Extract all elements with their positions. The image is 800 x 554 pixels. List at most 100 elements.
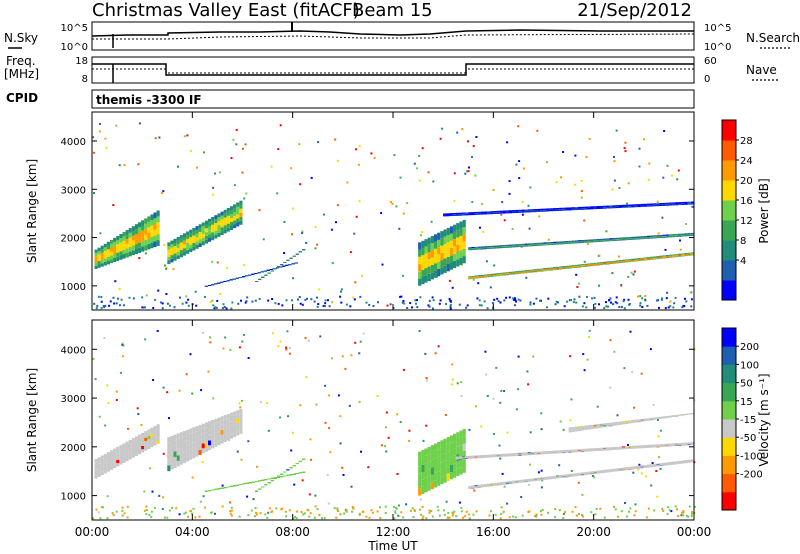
noise-point xyxy=(467,140,469,143)
ground-scatter-point xyxy=(581,514,584,517)
echo-cell xyxy=(672,461,676,463)
nave-trace xyxy=(92,68,694,74)
echo-cell xyxy=(292,465,296,467)
echo-cell xyxy=(418,278,422,286)
echo-cell xyxy=(521,479,525,481)
ground-scatter-point xyxy=(428,305,431,308)
echo-cell xyxy=(116,459,120,464)
ground-scatter-point xyxy=(308,515,311,518)
echo-cell xyxy=(621,237,625,239)
noise-point xyxy=(120,371,123,374)
echo-cell xyxy=(141,436,145,440)
echo-cell xyxy=(631,445,635,447)
y-tick-label: 2000 xyxy=(61,234,86,245)
echo-cell xyxy=(226,208,230,212)
freq-label: Freq. xyxy=(6,54,36,68)
ground-scatter-point xyxy=(521,514,524,517)
echo-cell xyxy=(167,246,171,250)
echo-cell xyxy=(578,449,582,451)
echo-cell xyxy=(549,476,553,478)
ground-scatter-point xyxy=(359,295,362,298)
ground-scatter-point xyxy=(121,506,124,509)
noise-point xyxy=(212,186,215,189)
echo-cell xyxy=(214,226,218,231)
echo-cell xyxy=(684,233,688,235)
echo-cell xyxy=(540,268,544,270)
noise-point xyxy=(460,394,463,397)
echo-cell xyxy=(239,200,243,205)
echo-cell xyxy=(214,442,218,447)
ground-scatter-point xyxy=(665,297,668,300)
echo-cell xyxy=(150,427,154,431)
echo-cell xyxy=(110,251,114,256)
echo-cell xyxy=(233,212,237,217)
ground-scatter-point xyxy=(554,303,557,306)
ground-scatter-point xyxy=(244,301,247,304)
echo-cell xyxy=(568,429,572,431)
echo-cell xyxy=(456,259,460,267)
echo-cell xyxy=(208,222,212,227)
ground-scatter-point xyxy=(229,512,232,515)
echo-cell xyxy=(562,266,566,268)
echo-cell xyxy=(587,427,591,429)
echo-cell xyxy=(131,441,135,445)
echo-cell xyxy=(134,452,138,456)
ground-scatter-point xyxy=(379,517,382,519)
noise-point xyxy=(354,341,357,344)
echo-cell xyxy=(496,454,500,456)
echo-cell xyxy=(665,255,669,257)
echo-cell xyxy=(684,201,688,203)
colorbar-swatch xyxy=(722,400,736,420)
noise-point xyxy=(424,352,427,355)
ground-scatter-point xyxy=(304,298,307,301)
noise-point xyxy=(401,274,404,277)
noise-point xyxy=(570,398,573,401)
colorbar-tick-label: 4 xyxy=(740,256,746,267)
echo-cell xyxy=(100,245,104,250)
echo-cell xyxy=(430,250,434,258)
ground-scatter-point xyxy=(490,510,492,513)
echo-cell xyxy=(574,426,578,428)
noise-point xyxy=(123,164,126,166)
echo-cell xyxy=(430,257,434,265)
echo-cell xyxy=(186,239,190,243)
echo-cell xyxy=(443,251,447,259)
echo-cell xyxy=(204,422,208,428)
echo-cell xyxy=(141,236,145,242)
echo-cell xyxy=(208,426,212,431)
noise-point xyxy=(242,147,244,150)
echo-cell xyxy=(186,440,190,446)
ground-scatter-point xyxy=(620,305,623,308)
echo-cell xyxy=(493,454,497,456)
echo-cell xyxy=(223,213,227,218)
noise-point xyxy=(328,427,331,430)
echo-cell xyxy=(128,237,132,243)
echo-cell xyxy=(631,236,635,238)
echo-cell xyxy=(615,468,619,470)
echo-cell xyxy=(647,257,651,259)
echo-cell xyxy=(113,237,117,242)
noise-point xyxy=(640,372,643,375)
echo-cell xyxy=(153,229,157,236)
echo-cell xyxy=(147,221,151,228)
echo-cell xyxy=(116,256,120,261)
ground-scatter-point xyxy=(661,297,663,300)
echo-cell xyxy=(103,453,107,458)
ground-scatter-point xyxy=(198,515,201,518)
echo-cell xyxy=(214,234,218,239)
echo-cell xyxy=(587,425,591,427)
noise-point xyxy=(644,295,647,297)
noise-point xyxy=(685,223,687,225)
echo-cell xyxy=(220,439,224,444)
echo-cell xyxy=(103,258,107,262)
echo-cell xyxy=(179,448,183,454)
ground-scatter-point xyxy=(431,515,434,518)
echo-cell xyxy=(427,454,431,462)
echo-cell xyxy=(298,472,302,474)
echo-cell xyxy=(596,424,600,425)
echo-cell xyxy=(113,241,117,246)
ground-scatter-point xyxy=(267,299,270,302)
echo-cell xyxy=(128,251,132,257)
echo-cell xyxy=(182,441,186,448)
echo-cell xyxy=(459,257,463,265)
